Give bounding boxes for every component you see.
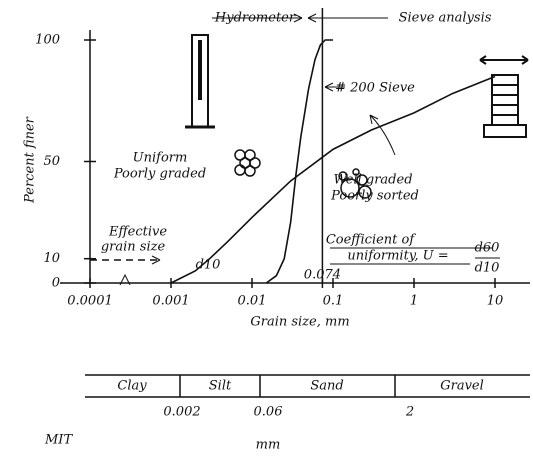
x-tick-label: 10	[487, 294, 504, 309]
annotation: Poorly graded	[113, 167, 206, 182]
class-limit: 2	[405, 405, 414, 420]
y-axis-label: Percent finer	[23, 116, 38, 204]
x-tick-label: 0.0001	[67, 294, 113, 309]
annotation: d10	[196, 258, 221, 273]
class-label: Sand	[310, 379, 343, 394]
x-tick-label: 0.1	[323, 294, 344, 309]
annotation: Sieve analysis	[399, 11, 492, 26]
annotation: Effective	[108, 225, 167, 240]
annotation: d60	[475, 241, 500, 256]
arrow	[479, 55, 529, 65]
annotation: Well graded	[333, 173, 412, 188]
particles	[234, 149, 372, 199]
arrow	[151, 255, 161, 265]
class-label: Gravel	[440, 379, 484, 394]
y-tick-label: 0	[52, 276, 60, 291]
annotation: d10	[475, 261, 500, 276]
scale-table	[85, 374, 530, 398]
x-axis-label: Grain size, mm	[250, 315, 349, 330]
arrow	[324, 82, 345, 92]
curve	[265, 39, 333, 284]
scale-unit: mm	[256, 438, 281, 453]
sieve-icon	[491, 74, 519, 126]
annotation: uniformity, U =	[347, 249, 448, 264]
x-tick-label: 0.001	[152, 294, 189, 309]
annotation: grain size	[101, 240, 166, 255]
y-tick-label: 10	[43, 251, 60, 266]
annotation: Coefficient of	[326, 233, 417, 248]
y-tick-label: 50	[43, 154, 60, 169]
class-limit: 0.002	[163, 405, 200, 420]
curve	[170, 75, 496, 284]
arrow	[369, 114, 396, 156]
class-label: Silt	[209, 379, 232, 394]
x-tick-label: 0.01	[238, 294, 267, 309]
tick-arrow	[119, 273, 131, 286]
annotation: Poorly sorted	[330, 189, 419, 204]
class-label: Clay	[117, 379, 147, 394]
class-limit: 0.06	[254, 405, 283, 420]
arrow	[212, 13, 388, 23]
annotation: # 200 Sieve	[335, 81, 415, 96]
sieve-icon	[483, 84, 527, 138]
y-tick-label: 100	[35, 33, 60, 48]
annotation: Uniform	[133, 151, 188, 166]
annotation: Hydrometer	[214, 11, 296, 26]
scale-name: MIT	[44, 433, 73, 448]
x-tick-label: 1	[410, 294, 418, 309]
